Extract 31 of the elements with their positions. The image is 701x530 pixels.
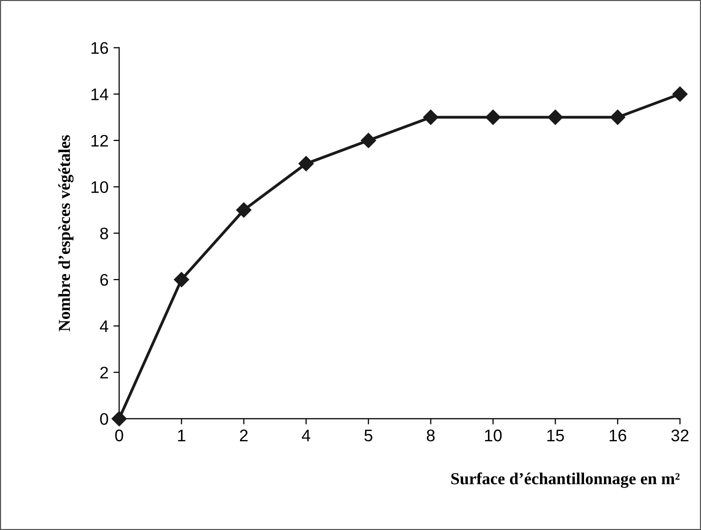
y-tick-label: 16: [91, 42, 108, 54]
y-tick-label: 10: [91, 181, 108, 194]
y-tick-label: 4: [100, 320, 108, 332]
x-tick-label: 2: [240, 430, 248, 442]
x-tick-label: 1: [178, 430, 186, 442]
x-tick-label: 4: [302, 430, 310, 442]
y-tick-label: 2: [100, 366, 108, 378]
x-tick-label: 8: [426, 430, 435, 442]
x-tick-label: 16: [610, 430, 626, 442]
x-tick-label: 32: [671, 430, 688, 442]
y-tick-label: 6: [100, 274, 108, 286]
point: [236, 202, 252, 218]
x-tick-label: 0: [115, 430, 124, 442]
point: [672, 86, 688, 102]
point: [485, 110, 501, 125]
y-tick-label: 12: [91, 134, 108, 146]
point: [298, 156, 314, 172]
y-tick-label: 14: [91, 88, 108, 100]
point: [112, 411, 127, 426]
x-tick-label: 10: [485, 430, 502, 442]
point: [548, 110, 563, 125]
y-axis-title: Nombre d’espèces végétales: [58, 135, 74, 332]
x-axis-title: Surface d’échantillonnage en m²: [451, 472, 680, 488]
point: [610, 110, 626, 125]
point: [423, 110, 438, 125]
x-tick-label: 15: [547, 430, 564, 442]
y-tick-label: 8: [100, 228, 108, 240]
y-tick-label: 0: [100, 413, 108, 425]
point: [360, 132, 376, 148]
point: [174, 272, 190, 288]
x-tick-label: 5: [364, 430, 372, 442]
